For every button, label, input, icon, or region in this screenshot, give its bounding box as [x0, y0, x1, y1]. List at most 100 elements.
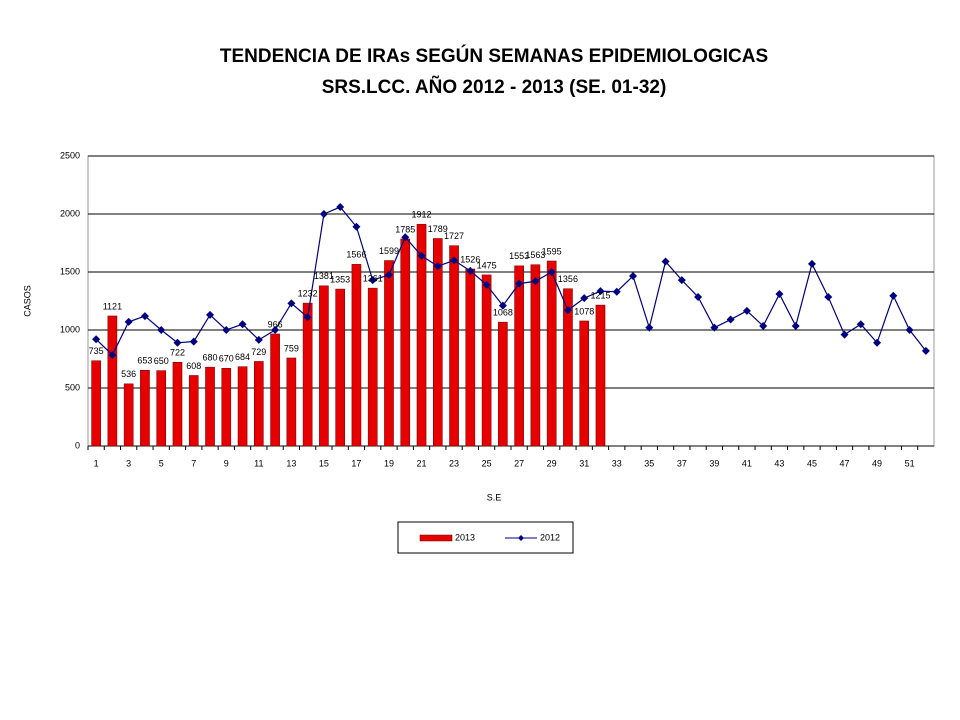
marker: [287, 299, 296, 308]
marker: [140, 312, 149, 321]
line: [95, 206, 927, 356]
x-tick-label: 21: [417, 458, 427, 468]
data-label: 650: [154, 356, 169, 366]
marker: [157, 326, 166, 334]
marker: [450, 256, 459, 265]
x-tick-label: 17: [351, 458, 361, 468]
y-tick-label: 1500: [60, 266, 80, 276]
x-tick-label: 1: [94, 458, 99, 468]
legend-swatch: [419, 534, 453, 542]
bar: [546, 260, 557, 447]
bar: [172, 361, 183, 447]
plot-area: [87, 155, 935, 447]
data-label: 680: [203, 352, 218, 362]
x-tick-label: 33: [612, 458, 622, 468]
data-label: 1475: [477, 260, 497, 270]
data-label: 1381: [314, 271, 334, 281]
bar: [237, 366, 248, 447]
bar: [400, 238, 411, 447]
marker: [124, 317, 133, 326]
marker: [108, 350, 117, 359]
marker: [840, 330, 849, 339]
marker: [92, 335, 101, 344]
marker: [352, 222, 361, 231]
bar: [432, 238, 443, 447]
bar: [351, 264, 362, 447]
bar: [140, 370, 150, 447]
x-tick-label: 19: [384, 458, 394, 468]
y-tick-label: 1000: [60, 324, 80, 334]
x-tick-label: 13: [286, 458, 296, 468]
data-label: 722: [170, 348, 185, 358]
data-label: 1566: [346, 250, 366, 260]
bar: [595, 304, 606, 447]
y-axis-label: CASOS: [22, 285, 32, 317]
marker: [417, 251, 426, 260]
marker: [580, 294, 589, 303]
x-tick-label: 15: [319, 458, 329, 468]
bar: [563, 288, 573, 447]
data-label: 1563: [525, 250, 545, 260]
x-tick-label: 37: [677, 458, 687, 468]
marker: [515, 279, 524, 288]
bar: [286, 357, 297, 447]
data-label: 1078: [574, 306, 594, 316]
marker: [645, 323, 654, 332]
y-tick-label: 0: [75, 440, 80, 450]
bar: [107, 315, 118, 447]
bar: [514, 265, 524, 447]
data-label: 1912: [412, 210, 432, 220]
data-label: 1727: [444, 231, 464, 241]
data-label: 608: [186, 361, 201, 371]
marker: [531, 277, 540, 286]
bar: [221, 368, 232, 447]
y-tick-label: 2000: [60, 208, 80, 218]
data-label: 735: [89, 346, 104, 356]
marker: [807, 259, 816, 268]
chart-subtitle: SRS.LCC. AÑO 2012 - 2013 (SE. 01-32): [322, 76, 667, 98]
marker: [206, 310, 215, 319]
data-label: 1068: [493, 307, 513, 317]
data-label: 729: [251, 347, 266, 357]
x-tick-label: 29: [547, 458, 557, 468]
data-label: 759: [284, 343, 299, 353]
marker: [791, 321, 800, 330]
x-tick-label: 3: [126, 458, 131, 468]
bar: [205, 366, 215, 447]
marker: [433, 262, 442, 271]
data-label: 1215: [590, 290, 610, 300]
bar: [416, 223, 427, 447]
x-tick-label: 7: [191, 458, 196, 468]
marker: [319, 210, 328, 218]
marker: [775, 290, 784, 299]
x-tick-label: 35: [644, 458, 654, 468]
data-label: 1121: [103, 301, 122, 311]
marker: [824, 292, 833, 301]
bar: [302, 302, 313, 447]
marker: [873, 338, 882, 347]
bar: [319, 285, 329, 447]
data-label: 966: [268, 319, 283, 329]
bar: [449, 245, 459, 447]
marker: [189, 337, 198, 346]
x-tick-label: 41: [742, 458, 752, 468]
bar: [123, 383, 134, 447]
bar: [481, 274, 492, 447]
data-label: 536: [121, 369, 136, 379]
marker: [661, 257, 670, 266]
marker: [498, 301, 507, 310]
marker: [596, 287, 605, 296]
x-tick-label: 45: [807, 458, 817, 468]
bar: [579, 320, 590, 447]
data-label: 1595: [542, 246, 562, 256]
data-label: 1785: [395, 224, 415, 234]
y-tick-label: 500: [65, 382, 80, 392]
bar: [465, 268, 476, 447]
bar: [91, 360, 101, 447]
marker: [889, 291, 898, 300]
bar: [384, 260, 394, 447]
data-label: 1361: [363, 273, 383, 283]
x-tick-label: 5: [159, 458, 164, 468]
x-tick-label: 51: [905, 458, 915, 468]
